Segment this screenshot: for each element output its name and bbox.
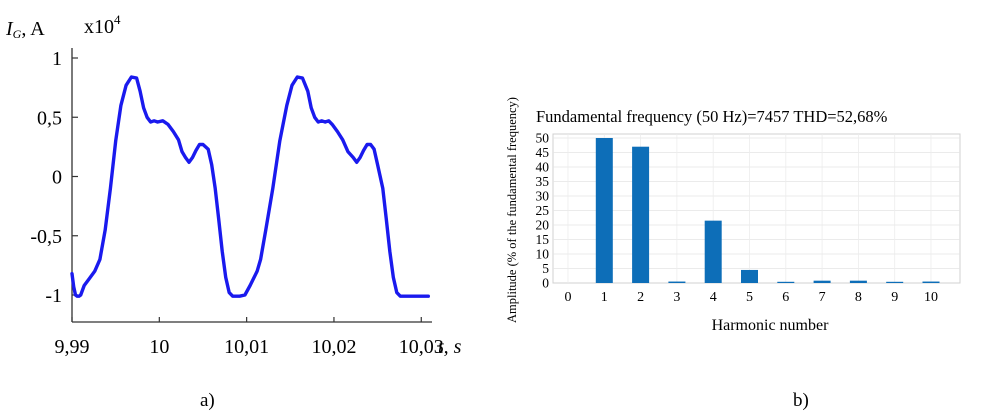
panel-a-current-series (70, 75, 430, 298)
panel-b-y-tick-label: 5 (542, 261, 549, 276)
panel-a-x-tick-label: 10 (149, 336, 169, 358)
panel-a-line-chart: IG, A x104 1 0,5 0 -0,5 -1 9,99 10 10,01 10,02 1… (5, 12, 462, 411)
panel-a-x-tick-label: 10,01 (224, 336, 269, 358)
panel-a-y-ticks: 1 0,5 0 -0,5 -1 (30, 48, 78, 307)
multiplier-exponent: 4 (114, 12, 121, 27)
panel-b-bar-harmonic-8 (849, 280, 867, 283)
ylabel-subscript: G (13, 27, 22, 41)
panel-b-caption: b) (793, 390, 809, 411)
panel-a-caption: a) (200, 390, 215, 411)
ylabel-symbol: I (5, 18, 14, 40)
panel-b-x-tick-label: 9 (891, 290, 898, 305)
panel-b-bar-harmonic-2 (632, 146, 650, 283)
panel-a-x-ticks: 9,99 10 10,01 10,02 10,03 (55, 317, 444, 358)
panel-b-x-tick-label: 8 (855, 290, 862, 305)
panel-b-x-tick-label: 2 (637, 290, 644, 305)
panel-a-x-tick-label: 10,02 (311, 336, 356, 358)
panel-b-bar-harmonic-4 (704, 220, 722, 283)
panel-b-bar-harmonic-7 (813, 280, 831, 283)
panel-b-x-tick-label: 1 (601, 290, 608, 305)
panel-b-y-tick-label: 30 (536, 189, 550, 204)
panel-a-multiplier: x104 (84, 12, 121, 38)
panel-b-ylabel: Amplitude (% of the fundamental frequenc… (505, 97, 519, 323)
panel-b-x-tick-label: 3 (673, 290, 680, 305)
panel-b-y-tick-label: 0 (542, 276, 549, 291)
panel-b-grid (553, 134, 960, 283)
panel-b-bar-harmonic-3 (668, 281, 686, 283)
panel-b-bar-harmonic-9 (886, 281, 904, 283)
panel-b-bar-harmonic-1 (595, 138, 613, 283)
panel-a-xlabel: t, s (438, 336, 462, 358)
panel-b-y-tick-label: 10 (536, 247, 550, 262)
panel-b-x-ticks: 0 1 2 3 4 5 6 7 8 9 10 (565, 290, 939, 305)
panel-b-bar-harmonic-6 (777, 281, 795, 283)
panel-b-y-tick-label: 35 (536, 174, 550, 189)
panel-b-bar-chart: Fundamental frequency (50 Hz)=7457 THD=5… (505, 97, 961, 411)
panel-b-bar-harmonic-5 (741, 269, 758, 283)
panel-a-y-tick-label: -0,5 (30, 226, 62, 248)
panel-b-x-tick-label: 5 (746, 290, 753, 305)
panel-b-y-tick-label: 40 (536, 160, 550, 175)
panel-b-y-tick-label: 25 (536, 203, 550, 218)
panel-b-plot-area (552, 133, 961, 284)
ylabel-unit: , A (21, 18, 45, 40)
multiplier-base: x10 (84, 16, 114, 38)
panel-a-x-tick-label: 10,03 (399, 336, 444, 358)
xlabel-unit: , s (444, 336, 462, 358)
panel-b-bars (595, 138, 940, 283)
panel-b-x-tick-label: 7 (819, 290, 826, 305)
panel-a-y-tick-label: 1 (52, 48, 62, 70)
panel-b-xlabel: Harmonic number (712, 317, 830, 334)
panel-b-x-tick-label: 10 (924, 290, 938, 305)
panel-b-y-tick-label: 15 (536, 232, 550, 247)
panel-b-title: Fundamental frequency (50 Hz)=7457 THD=5… (536, 107, 888, 126)
panel-a-y-tick-label: 0 (52, 167, 62, 189)
xlabel-t: t (438, 336, 444, 358)
panel-a-x-tick-label: 9,99 (55, 336, 90, 358)
panel-b-x-tick-label: 4 (710, 290, 717, 305)
panel-a-ylabel: IG, A (5, 18, 45, 41)
panel-b-x-tick-label: 0 (565, 290, 572, 305)
panel-b-y-tick-label: 50 (536, 131, 550, 146)
panel-b-y-tick-label: 45 (536, 145, 550, 160)
panel-a-y-tick-label: 0,5 (37, 107, 62, 129)
panel-a-y-tick-label: -1 (45, 285, 62, 307)
panel-b-y-tick-label: 20 (536, 218, 550, 233)
panel-b-x-tick-label: 6 (782, 290, 789, 305)
panel-b-bar-harmonic-10 (922, 281, 940, 283)
